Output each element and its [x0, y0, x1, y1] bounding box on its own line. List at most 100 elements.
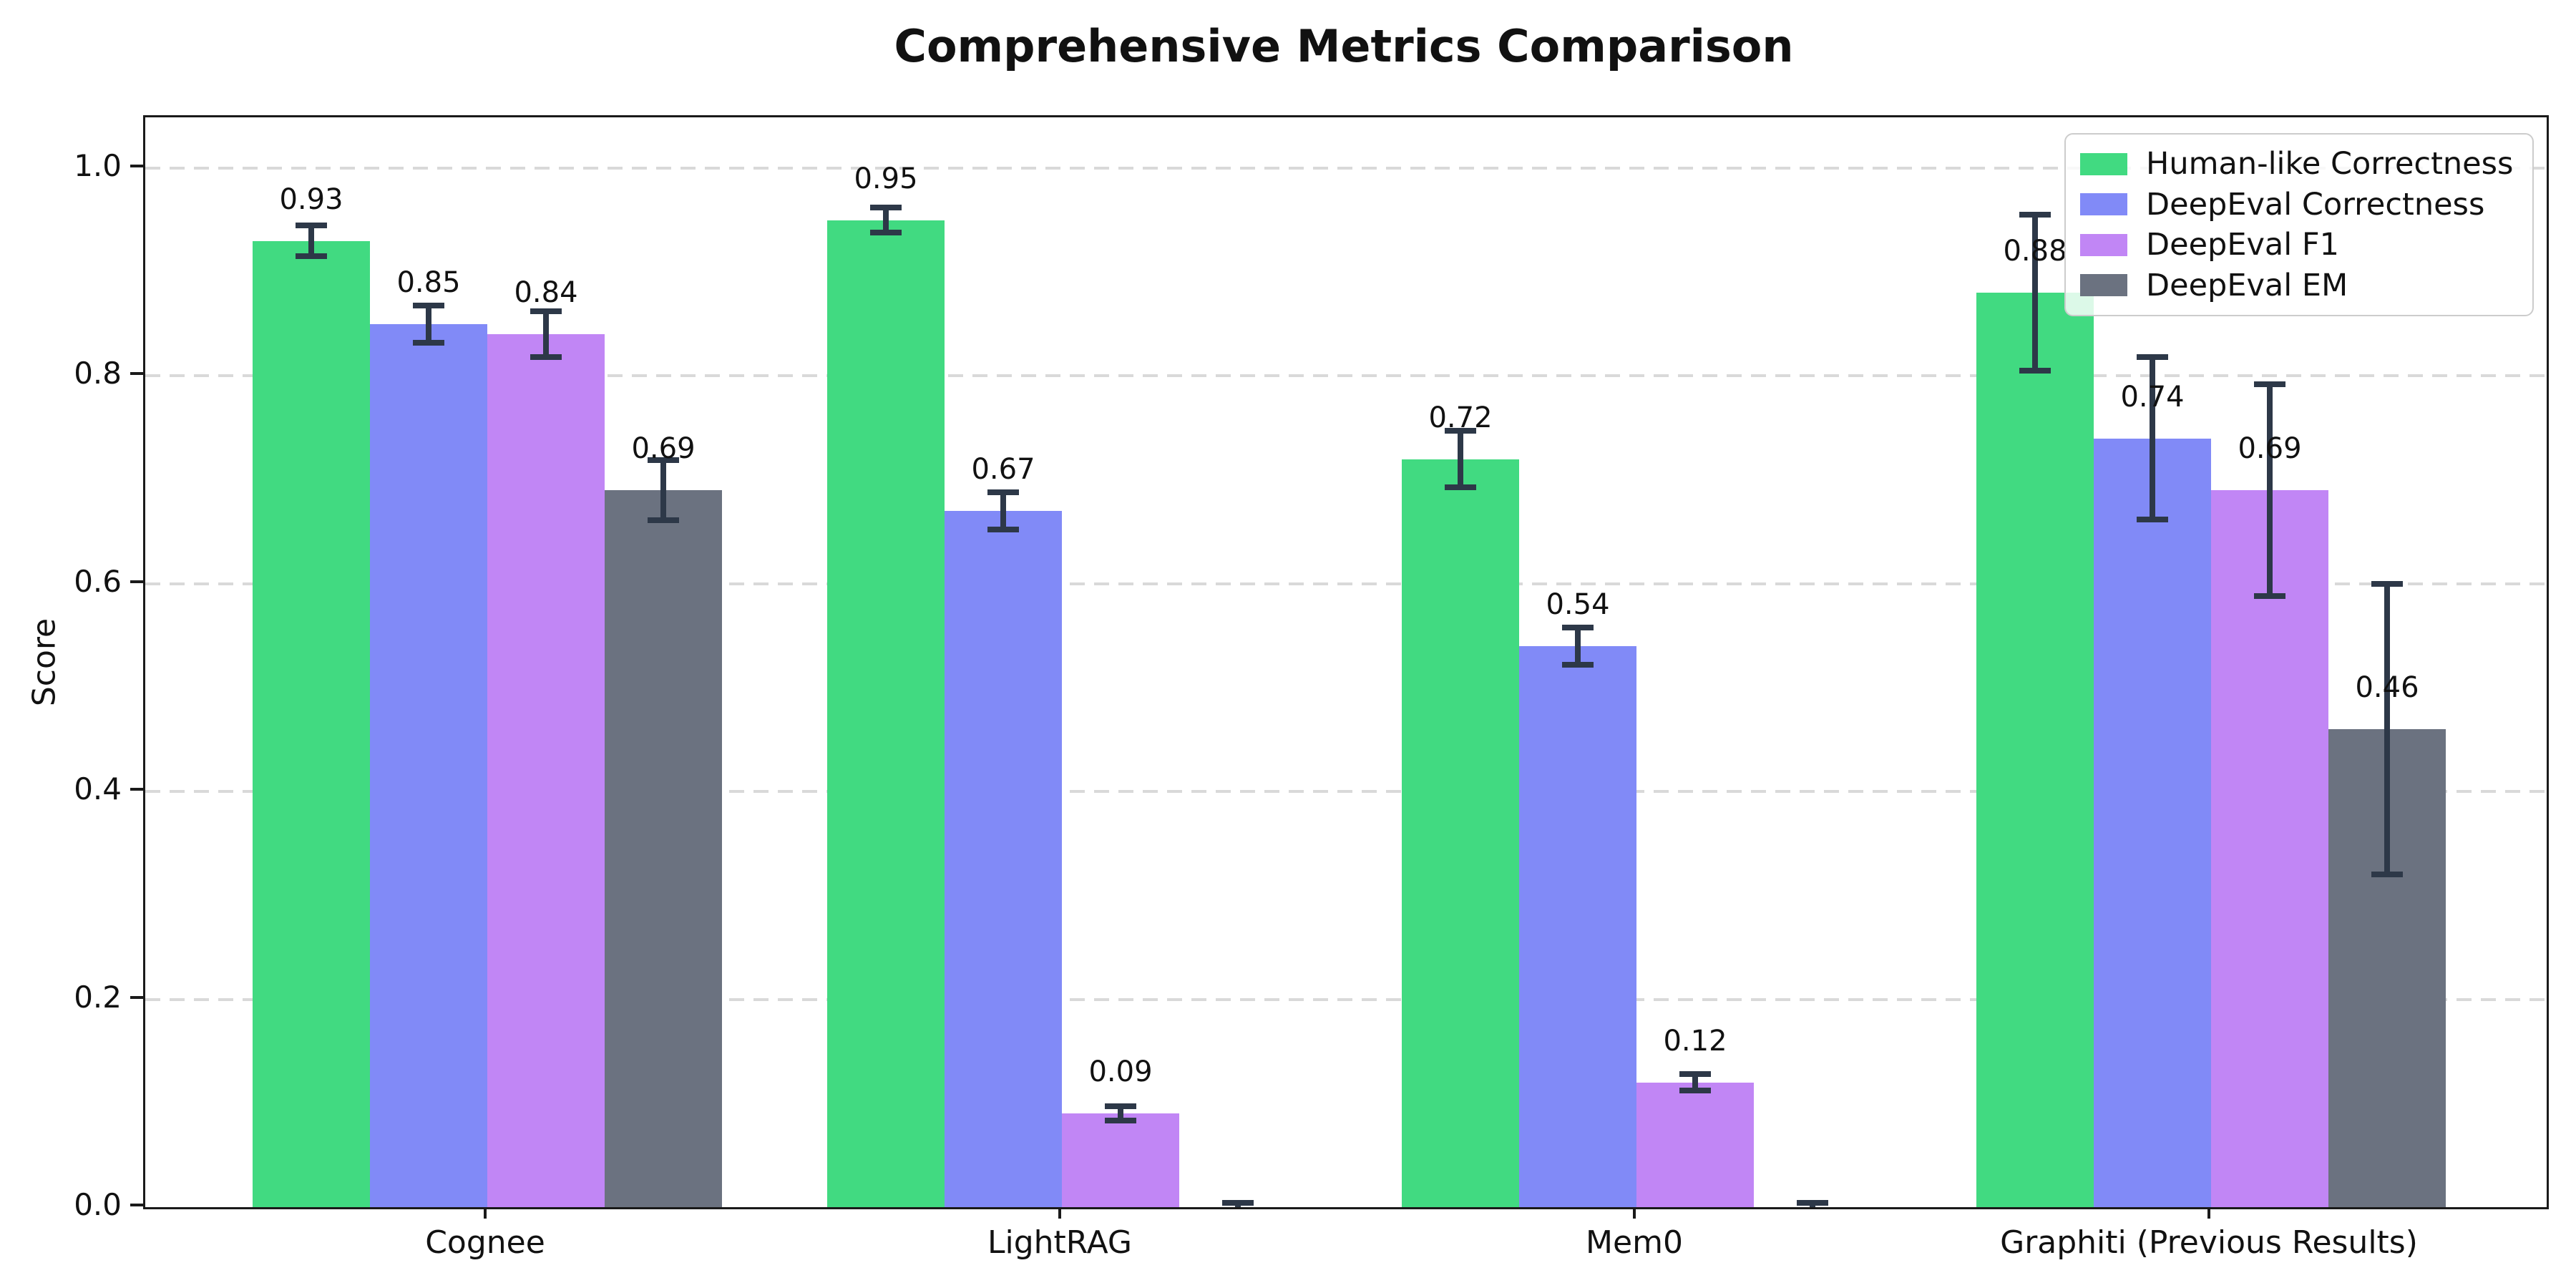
- bar-value-label: 0.46: [2355, 671, 2419, 705]
- x-tick-label: LightRAG: [987, 1224, 1133, 1261]
- error-bar-cap-top: [1562, 624, 1594, 630]
- bar: [487, 334, 605, 1207]
- bar-value-label: 0.72: [1428, 401, 1493, 434]
- x-tick-label: Graphiti (Previous Results): [2000, 1224, 2418, 1261]
- error-bar-line: [308, 225, 314, 257]
- error-bar-line: [426, 305, 431, 343]
- bar: [605, 490, 722, 1207]
- error-bar-cap-top: [296, 222, 327, 228]
- legend: Human-like Correctness DeepEval Correctne…: [2064, 133, 2534, 316]
- gridline: [145, 167, 2547, 170]
- legend-item: Human-like Correctness: [2080, 144, 2518, 184]
- x-tick-mark: [2207, 1207, 2210, 1219]
- bar: [1402, 459, 1519, 1207]
- error-bar-cap-top: [530, 308, 562, 315]
- y-tick-label: 1.0: [74, 148, 122, 183]
- error-bar-cap-bottom: [648, 517, 679, 524]
- error-bar-line: [883, 208, 889, 233]
- bar-value-label: 0.09: [1088, 1055, 1153, 1089]
- error-bar-line: [2267, 384, 2273, 597]
- y-tick-label: 0.8: [74, 356, 122, 391]
- bar-value-label: 0.67: [971, 453, 1035, 487]
- error-bar-cap-top: [987, 489, 1019, 496]
- bar-value-label: 0.85: [396, 265, 461, 299]
- y-tick-label: 0.6: [74, 563, 122, 599]
- bar-value-label: 0.69: [631, 432, 696, 466]
- error-bar-line: [1118, 1106, 1123, 1121]
- y-tick-mark: [130, 372, 143, 376]
- legend-label: DeepEval EM: [2146, 267, 2348, 303]
- gridline: [145, 997, 2547, 1001]
- error-bar-line: [1000, 492, 1006, 530]
- x-tick-mark: [484, 1207, 487, 1219]
- error-bar-line: [1692, 1074, 1698, 1091]
- bar-value-label: 0.12: [1663, 1024, 1727, 1058]
- error-bar-cap-bottom: [296, 253, 327, 260]
- error-bar-cap-bottom: [2137, 516, 2168, 522]
- bar: [2211, 490, 2328, 1207]
- x-tick-label: Mem0: [1586, 1224, 1683, 1261]
- y-tick-mark: [130, 580, 143, 583]
- chart-title: Comprehensive Metrics Comparison: [894, 20, 1794, 72]
- bar: [945, 511, 1062, 1207]
- y-axis-label: Score: [26, 618, 63, 707]
- error-bar-cap-bottom: [530, 354, 562, 361]
- error-bar-cap-top: [1797, 1200, 1828, 1206]
- bar: [253, 240, 370, 1207]
- error-bar-cap-top: [2254, 381, 2285, 388]
- bar-value-label: 0.84: [514, 276, 578, 310]
- legend-item: DeepEval EM: [2080, 265, 2518, 306]
- error-bar-cap-bottom: [1105, 1118, 1136, 1124]
- error-bar-cap-top: [2019, 212, 2051, 218]
- error-bar-line: [2384, 583, 2390, 875]
- error-bar-line: [1575, 627, 1581, 665]
- gridline: [145, 374, 2547, 378]
- legend-swatch: [2080, 152, 2127, 175]
- error-bar-line: [543, 311, 549, 358]
- error-bar-line: [1458, 431, 1463, 487]
- error-bar-cap-top: [1679, 1071, 1711, 1078]
- bar-value-label: 0.69: [2238, 432, 2302, 466]
- bar: [1062, 1113, 1179, 1207]
- bar-value-label: 0.95: [854, 162, 918, 195]
- error-bar-cap-bottom: [987, 527, 1019, 533]
- error-bar-cap-bottom: [2371, 872, 2403, 878]
- bar: [2094, 438, 2211, 1207]
- error-bar-cap-top: [413, 302, 444, 308]
- legend-item: DeepEval F1: [2080, 225, 2518, 265]
- error-bar-cap-top: [870, 205, 902, 211]
- error-bar-cap-top: [1105, 1103, 1136, 1110]
- legend-swatch: [2080, 274, 2127, 297]
- bar-value-label: 0.93: [279, 182, 343, 216]
- y-tick-label: 0.2: [74, 979, 122, 1015]
- error-bar-cap-bottom: [2254, 593, 2285, 600]
- bar: [1636, 1082, 1754, 1207]
- error-bar-cap-bottom: [870, 230, 902, 236]
- x-tick-mark: [1058, 1207, 1061, 1219]
- bar: [827, 220, 945, 1207]
- y-tick-label: 0.4: [74, 771, 122, 807]
- bar-value-label: 0.54: [1546, 587, 1610, 621]
- error-bar-line: [660, 460, 666, 521]
- gridline: [145, 790, 2547, 794]
- legend-swatch: [2080, 233, 2127, 256]
- error-bar-cap-bottom: [1562, 662, 1594, 668]
- y-tick-label: 0.0: [74, 1187, 122, 1222]
- error-bar-cap-bottom: [1679, 1088, 1711, 1094]
- x-tick-mark: [1633, 1207, 1636, 1219]
- x-tick-label: Cognee: [425, 1224, 545, 1261]
- bar-value-label: 0.88: [2003, 235, 2067, 268]
- gridline: [145, 582, 2547, 585]
- legend-label: DeepEval Correctness: [2146, 186, 2485, 223]
- error-bar-cap-top: [1445, 428, 1476, 434]
- legend-swatch: [2080, 193, 2127, 216]
- error-bar-cap-top: [1222, 1200, 1254, 1206]
- error-bar-cap-bottom: [1445, 484, 1476, 490]
- y-tick-mark: [130, 788, 143, 791]
- bar: [1976, 293, 2094, 1207]
- y-tick-mark: [130, 1204, 143, 1206]
- legend-item: DeepEval Correctness: [2080, 185, 2518, 225]
- error-bar-line: [2032, 215, 2038, 371]
- error-bar-cap-bottom: [413, 339, 444, 346]
